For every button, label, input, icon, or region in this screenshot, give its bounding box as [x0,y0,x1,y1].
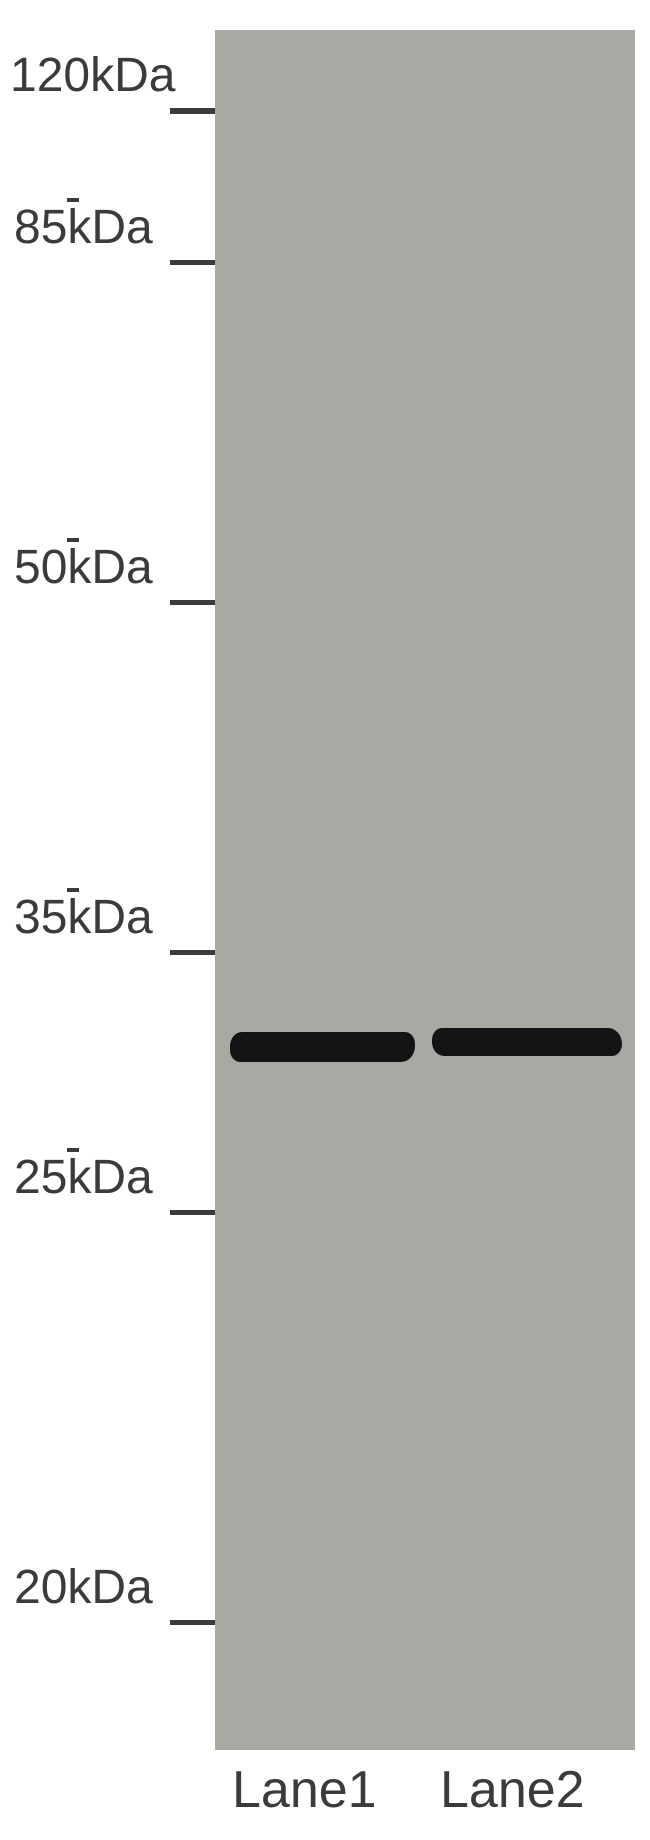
mw-dash-50 [67,538,79,542]
band-lane2 [432,1028,622,1056]
mw-tick-120 [170,108,215,114]
mw-tick-20 [170,1620,215,1625]
mw-label-20: 20kDa [14,1560,153,1615]
mw-dash-25 [67,1148,79,1152]
mw-dash-35 [67,888,79,892]
figure-canvas: 120kDa 85kDa 50kDa 35kDa 25kDa 20kDa Lan… [0,0,650,1840]
mw-label-35: 35kDa [14,890,153,945]
mw-tick-25 [170,1210,215,1215]
mw-dash-85 [67,198,79,202]
mw-label-120: 120kDa [10,48,175,103]
mw-tick-50 [170,600,215,605]
band-lane1 [230,1032,415,1062]
mw-label-50: 50kDa [14,540,153,595]
lane-label-1: Lane1 [232,1760,377,1820]
mw-tick-35 [170,950,215,955]
mw-label-85: 85kDa [14,200,153,255]
blot-membrane [215,30,635,1750]
mw-tick-85 [170,260,215,265]
mw-label-25: 25kDa [14,1150,153,1205]
lane-label-2: Lane2 [440,1760,585,1820]
